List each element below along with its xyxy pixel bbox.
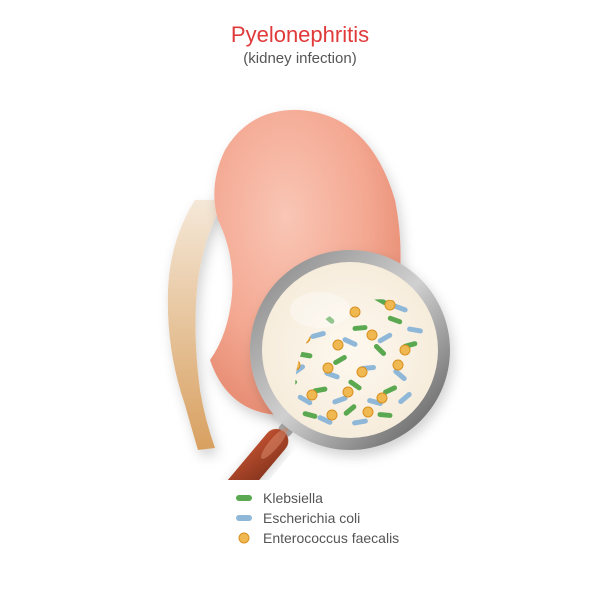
- glass-highlight: [290, 292, 350, 328]
- legend-row-klebsiella: Klebsiella: [235, 490, 399, 506]
- enterococcus-coccus: [385, 300, 395, 310]
- enterococcus-coccus: [367, 330, 377, 340]
- legend-label-ecoli: Escherichia coli: [263, 510, 360, 526]
- enterococcus-coccus: [363, 407, 373, 417]
- enterococcus-coccus: [343, 387, 353, 397]
- legend: Klebsiella Escherichia coli Enterococcus…: [235, 490, 399, 550]
- diagram-scene: [50, 80, 550, 480]
- enterococcus-coccus: [350, 307, 360, 317]
- enterococcus-coccus: [357, 367, 367, 377]
- legend-row-enterococcus: Enterococcus faecalis: [235, 530, 399, 546]
- diagram-svg: [50, 80, 550, 480]
- enterococcus-coccus: [333, 340, 343, 350]
- enterococcus-coccus: [400, 345, 410, 355]
- legend-label-enterococcus: Enterococcus faecalis: [263, 530, 399, 546]
- enterococcus-coccus: [323, 363, 333, 373]
- legend-row-ecoli: Escherichia coli: [235, 510, 399, 526]
- diagram-subtitle: (kidney infection): [0, 50, 600, 67]
- klebsiella-icon: [235, 492, 253, 504]
- enterococcus-coccus: [393, 360, 403, 370]
- diagram-title: Pyelonephritis: [0, 22, 600, 48]
- enterococcus-icon: [235, 532, 253, 544]
- enterococcus-coccus: [327, 410, 337, 420]
- legend-label-klebsiella: Klebsiella: [263, 490, 323, 506]
- ecoli-icon: [235, 512, 253, 524]
- enterococcus-coccus: [377, 393, 387, 403]
- enterococcus-coccus: [307, 390, 317, 400]
- ureter-shape: [168, 200, 225, 450]
